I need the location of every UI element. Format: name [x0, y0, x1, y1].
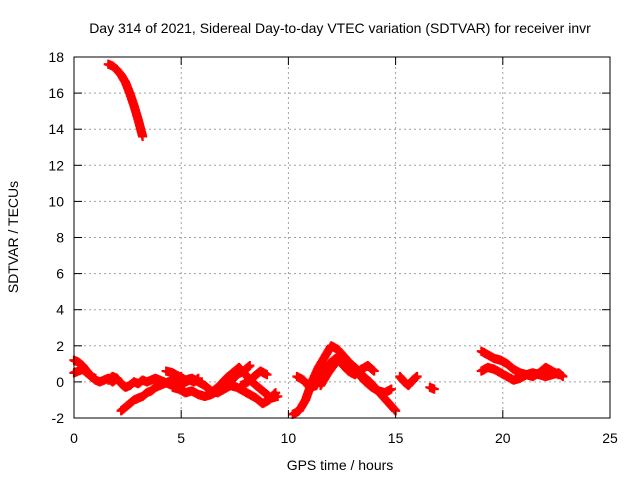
data-point-marker: [138, 131, 148, 142]
y-tick-label: 0: [56, 374, 64, 390]
series-track-11: [425, 382, 439, 394]
data-point-marker: [90, 373, 101, 383]
x-tick-label: 25: [602, 430, 618, 446]
data-point-marker: [386, 384, 396, 394]
y-axis-label: SDTVAR / TECUs: [5, 181, 21, 293]
series-track-high-arc: [103, 59, 148, 142]
x-axis-label: GPS time / hours: [287, 457, 394, 473]
chart-title: Day 314 of 2021, Sidereal Day-to-day VTE…: [89, 20, 591, 36]
x-tick-label: 5: [177, 430, 185, 446]
y-tick-label: -2: [52, 410, 65, 426]
x-tick-label: 15: [388, 430, 404, 446]
y-tick-label: 4: [56, 302, 64, 318]
data-layer: [69, 59, 568, 419]
y-tick-label: 6: [56, 266, 64, 282]
series-track-13: [476, 362, 564, 385]
series-track-10: [395, 371, 422, 391]
data-point-marker: [412, 371, 422, 382]
y-tick-label: 14: [48, 121, 64, 137]
series-track-2: [116, 371, 186, 416]
data-point-marker: [429, 384, 439, 394]
series-track-6: [236, 366, 272, 391]
series-track-9: [315, 350, 396, 398]
data-point-marker: [262, 370, 272, 380]
y-tick-label: 8: [56, 230, 64, 246]
series-track-0b: [69, 364, 101, 383]
y-tick-label: 16: [48, 85, 64, 101]
x-tick-label: 20: [495, 430, 511, 446]
x-tick-label: 0: [70, 430, 78, 446]
y-tick-label: 18: [48, 49, 64, 65]
data-point-marker: [273, 391, 283, 401]
y-tick-label: 10: [48, 193, 64, 209]
tick-layer: 0 5 10 15 20 25 -2 0 2 4 6 8 10 12 14 16 18: [48, 49, 618, 446]
data-point-marker: [553, 370, 564, 380]
y-tick-label: 2: [56, 338, 64, 354]
series-track-3: [161, 366, 281, 409]
y-tick-label: 12: [48, 157, 64, 173]
data-point-marker: [369, 366, 379, 376]
x-tick-label: 10: [281, 430, 297, 446]
data-point-marker: [245, 361, 255, 371]
